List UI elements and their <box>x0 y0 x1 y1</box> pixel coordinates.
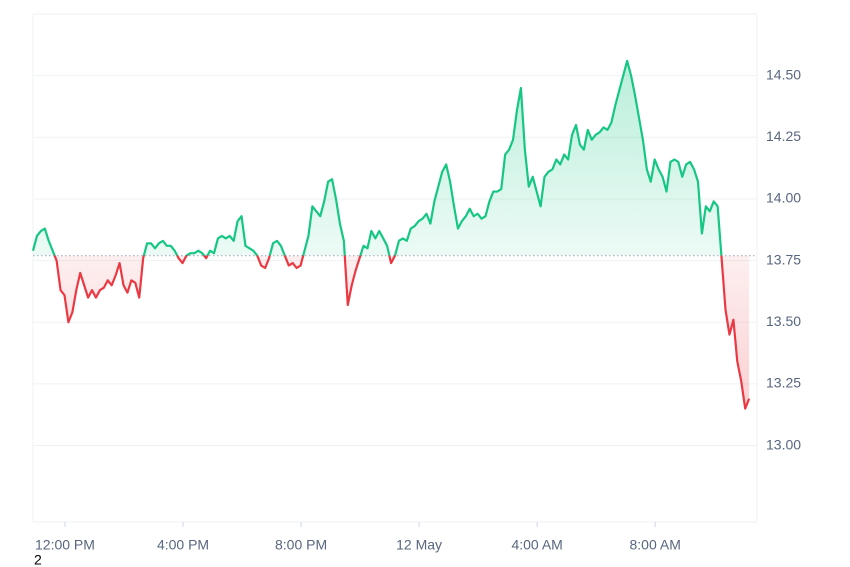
x-tick-label: 12:00 PM <box>35 537 95 553</box>
y-tick-label: 13.00 <box>766 436 801 452</box>
x-tick-label: 8:00 AM <box>630 537 681 553</box>
price-line <box>31 59 751 410</box>
note: 2 <box>34 552 42 567</box>
y-tick-label: 13.50 <box>766 313 801 329</box>
y-tick-label: 13.25 <box>766 375 801 391</box>
x-tick-label: 4:00 PM <box>157 537 209 553</box>
y-tick-label: 14.25 <box>766 128 801 144</box>
y-tick-label: 13.75 <box>766 251 801 267</box>
y-tick-label: 14.50 <box>766 66 801 82</box>
y-tick-label: 14.00 <box>766 190 801 206</box>
x-tick-label: 8:00 PM <box>275 537 327 553</box>
x-tick-label: 12 May <box>396 537 442 553</box>
x-tick-label: 4:00 AM <box>511 537 562 553</box>
area <box>33 60 750 409</box>
plot-frame <box>32 13 758 523</box>
